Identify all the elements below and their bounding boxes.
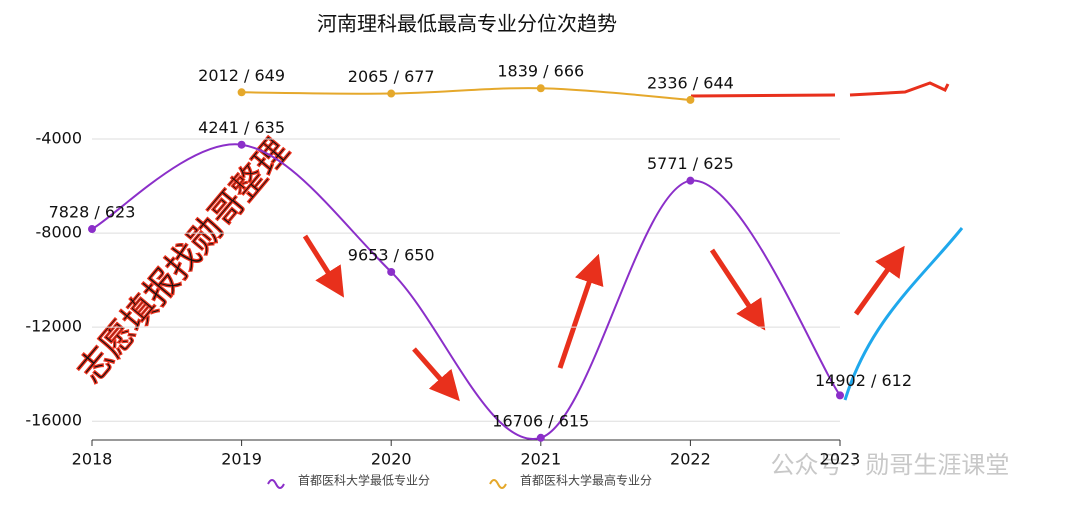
data-label: 4241 / 635 <box>198 118 285 137</box>
decorations <box>302 234 905 402</box>
watermark: 志愿填报找勋哥整理 <box>70 131 297 391</box>
y-tick-label: -4000 <box>36 129 83 148</box>
footer-watermark: 公众号 · 勋哥生涯课堂 <box>771 451 1010 479</box>
data-label: 14902 / 612 <box>815 371 912 390</box>
chart-title: 河南理科最低最高专业分位次趋势 <box>317 12 617 36</box>
point <box>387 267 396 276</box>
point <box>387 89 396 98</box>
data-label: 2012 / 649 <box>198 66 285 85</box>
point <box>237 88 246 97</box>
point <box>88 225 96 234</box>
legend-label: 首都医科大学最低专业分 <box>298 473 430 488</box>
x-tick-label: 2020 <box>371 450 412 469</box>
x-tick-label: 2018 <box>72 450 113 469</box>
y-tick-label: -12000 <box>25 317 82 336</box>
point <box>686 95 695 104</box>
data-label: 2065 / 677 <box>348 67 435 86</box>
point <box>536 84 545 93</box>
scribble <box>690 81 950 98</box>
point <box>686 176 695 185</box>
y-tick-label: -8000 <box>36 223 83 242</box>
data-label: 5771 / 625 <box>647 154 734 173</box>
x-tick-label: 2023 <box>820 450 861 469</box>
line <box>91 143 841 440</box>
x-tick-label: 2019 <box>221 450 262 469</box>
y-tick-label: -16000 <box>25 411 82 430</box>
data-label: 2336 / 644 <box>647 73 734 92</box>
scribble <box>843 227 964 401</box>
point <box>237 140 246 149</box>
point <box>536 433 545 442</box>
data-label: 1839 / 666 <box>497 62 584 81</box>
data-label: 16706 / 615 <box>492 411 589 430</box>
legend-label: 首都医科大学最高专业分 <box>520 473 652 488</box>
data-label: 9653 / 650 <box>348 245 435 264</box>
data-label: 7828 / 623 <box>49 203 136 222</box>
legend-icon <box>267 479 285 489</box>
x-tick-label: 2021 <box>520 450 561 469</box>
x-tick-label: 2022 <box>670 450 711 469</box>
point <box>836 391 844 400</box>
line <box>241 87 691 101</box>
legend-icon <box>489 479 507 489</box>
